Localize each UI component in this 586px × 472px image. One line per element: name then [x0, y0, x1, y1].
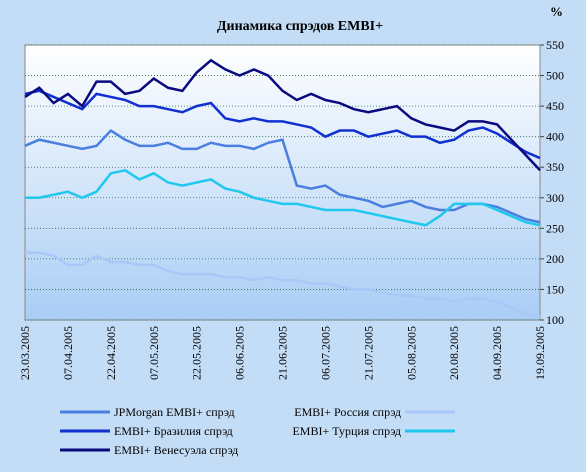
x-tick-label: 07.05.2005: [147, 326, 161, 380]
series-line: [25, 251, 541, 319]
series-line: [24, 128, 541, 224]
y-tick-label: 550: [546, 38, 564, 52]
x-tick-label: 22.04.2005: [104, 326, 118, 380]
x-tick-label: 06.07.2005: [318, 326, 332, 380]
legend-label: EMBI+ Россия спрэд: [294, 405, 401, 419]
y-tick-label: 300: [546, 191, 564, 205]
series-line: [24, 58, 541, 172]
legend-label: EMBI+ Бразилия спрэд: [114, 424, 233, 438]
x-tick-label: 07.04.2005: [61, 326, 75, 380]
legend-label: EMBI+ Турция спрэд: [292, 424, 401, 438]
chart-title: Динамика спрэдов EMBI+: [217, 19, 383, 34]
x-tick-label: 21.07.2005: [361, 326, 375, 380]
x-tick-label: 23.03.2005: [18, 326, 32, 380]
y-axis-label: %: [550, 4, 563, 19]
x-tick-label: 19.09.2005: [533, 326, 547, 380]
y-tick-label: 350: [546, 160, 564, 174]
x-tick-label: 22.05.2005: [190, 326, 204, 380]
y-tick-label: 450: [546, 99, 564, 113]
y-tick-label: 250: [546, 221, 564, 235]
x-tick-label: 20.08.2005: [447, 326, 461, 380]
x-tick-label: 05.08.2005: [404, 326, 418, 380]
y-tick-label: 200: [546, 252, 564, 266]
x-tick-label: 06.06.2005: [233, 326, 247, 380]
y-tick-label: 400: [546, 130, 564, 144]
y-tick-label: 100: [546, 313, 564, 327]
legend-label: EMBI+ Венесуэла спрэд: [114, 443, 238, 457]
y-tick-label: 150: [546, 282, 564, 296]
y-tick-label: 500: [546, 69, 564, 83]
x-tick-label: 21.06.2005: [276, 326, 290, 380]
legend-label: JPMorgan EMBI+ спрэд: [114, 405, 235, 419]
x-tick-label: 04.09.2005: [490, 326, 504, 380]
series-line: [25, 168, 541, 227]
series-line: [24, 89, 541, 160]
